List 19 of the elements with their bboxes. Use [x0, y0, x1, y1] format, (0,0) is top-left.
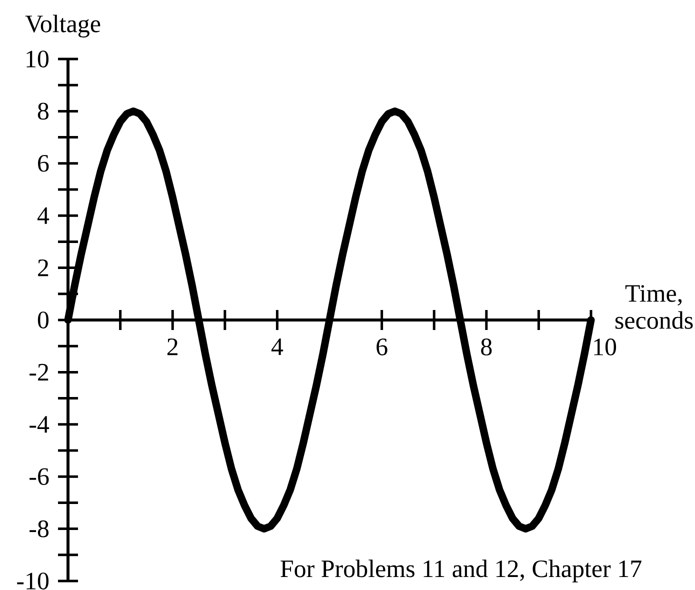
- y-tick-label: 2: [38, 260, 48, 276]
- x-tick-label: 8: [481, 338, 492, 356]
- y-tick-label: -10: [17, 572, 49, 590]
- x-axis-title: Time, seconds: [615, 285, 693, 329]
- y-tick-label: -6: [30, 468, 49, 486]
- annotation: For Problems 11 and 12, Chapter 17: [280, 560, 642, 582]
- y-tick-label: -4: [30, 416, 50, 433]
- y-tick-label: -2: [30, 364, 48, 380]
- x-tick-label: 2: [167, 338, 178, 356]
- x-tick-label: 6: [376, 338, 388, 356]
- y-tick-label: -8: [30, 520, 49, 538]
- y-axis-title: Voltage: [25, 14, 100, 38]
- y-tick-label: 8: [38, 102, 49, 120]
- x-tick-label: 4: [271, 338, 284, 355]
- y-tick-label: 4: [37, 207, 50, 224]
- y-tick-label: 10: [26, 50, 49, 68]
- y-tick-label: 0: [38, 312, 49, 328]
- x-tick-label: 10: [594, 338, 616, 356]
- y-tick-label: 6: [38, 155, 49, 172]
